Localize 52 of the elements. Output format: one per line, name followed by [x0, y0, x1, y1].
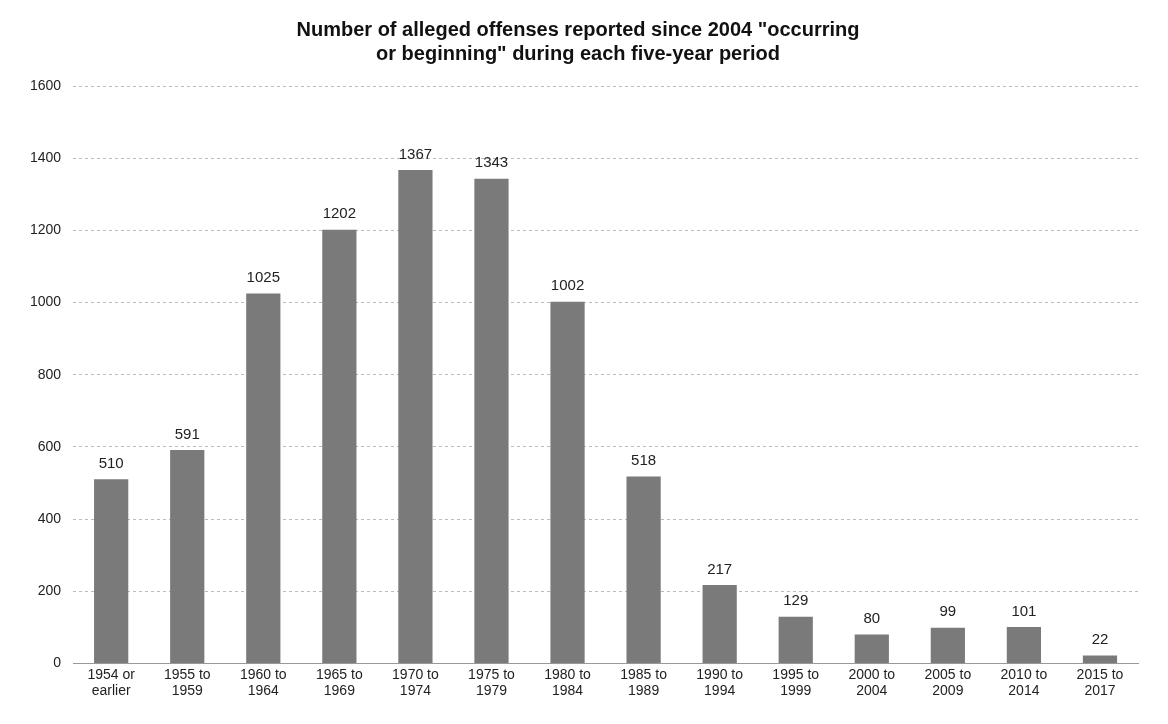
x-tick-label: 2015 to 2017 [1076, 665, 1124, 699]
x-tick-label: 1954 or earlier [87, 665, 136, 699]
y-tick-label: 0 [53, 654, 62, 671]
data-label: 1343 [474, 153, 509, 171]
data-label: 101 [1011, 601, 1037, 619]
y-tick-label: 600 [37, 437, 62, 454]
y-tick-label: 1600 [29, 76, 62, 93]
data-label: 22 [1091, 630, 1109, 648]
data-label: 217 [707, 559, 733, 577]
bar [474, 178, 509, 663]
bar [246, 293, 281, 663]
x-tick-label: 2005 to 2009 [924, 665, 972, 699]
bar [1082, 655, 1118, 663]
bar [94, 479, 129, 663]
bar [170, 450, 205, 663]
x-tick-label: 2010 to 2014 [1000, 665, 1048, 699]
data-label: 591 [174, 424, 200, 442]
x-tick-label: 1960 to 1964 [239, 665, 287, 699]
data-label: 1025 [246, 268, 280, 286]
y-tick-label: 800 [37, 365, 62, 382]
bar [778, 616, 813, 663]
x-tick-label: 1985 to 1989 [620, 665, 668, 699]
y-tick-label: 200 [37, 582, 62, 599]
bar [550, 301, 585, 663]
data-label: 80 [863, 609, 881, 627]
data-label: 518 [631, 451, 657, 469]
bar [322, 229, 357, 663]
bar [1006, 626, 1042, 663]
y-tick-label: 1200 [29, 221, 62, 238]
y-tick-label: 400 [37, 509, 62, 526]
data-label: 1002 [550, 276, 585, 294]
data-label: 1367 [398, 144, 433, 162]
y-tick-label: 1000 [29, 293, 62, 310]
chart-title: Number of alleged offenses reported since 2004 "occurring or beginning" during each five-year period [296, 17, 860, 64]
x-tick-label: 1995 to 1999 [772, 665, 820, 699]
x-tick-label: 1980 to 1984 [544, 665, 592, 699]
x-tick-label: 1970 to 1974 [392, 665, 439, 699]
bar [626, 476, 661, 663]
data-label: 99 [939, 602, 957, 620]
x-tick-label: 2000 to 2004 [848, 665, 896, 699]
x-tick-label: 1990 to 1994 [696, 665, 744, 699]
bar [702, 585, 737, 663]
bar [854, 634, 889, 663]
bar [930, 627, 965, 663]
data-label: 510 [98, 453, 124, 471]
x-tick-label: 1975 to 1979 [468, 665, 516, 699]
bar [398, 170, 433, 663]
data-label: 129 [783, 591, 809, 609]
data-label: 1202 [322, 204, 357, 222]
x-tick-label: 1955 to 1959 [163, 665, 211, 699]
x-tick-label: 1965 to 1969 [316, 665, 363, 699]
y-tick-label: 1400 [29, 149, 62, 166]
